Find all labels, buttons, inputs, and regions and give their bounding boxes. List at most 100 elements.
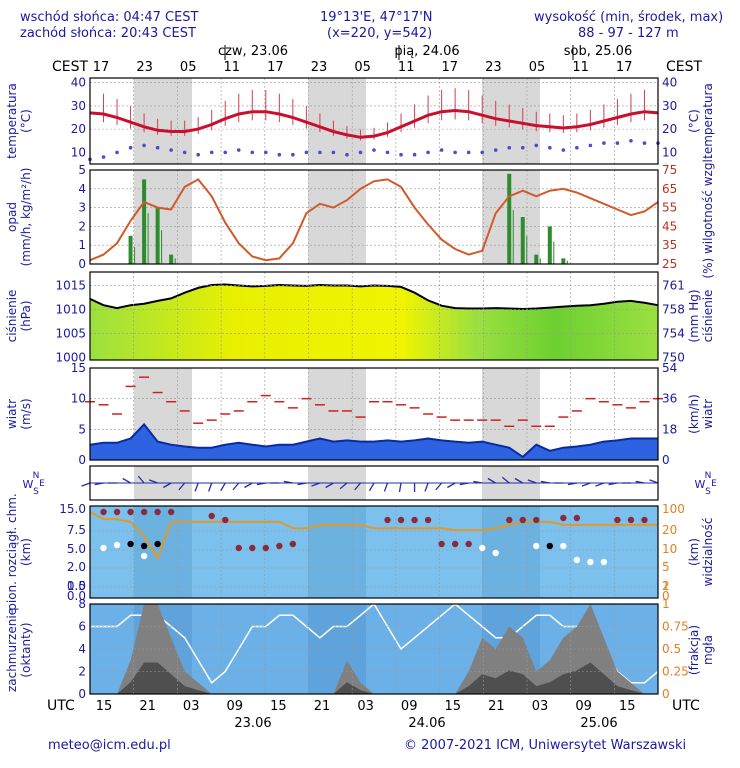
- y-tick-label: 18: [662, 422, 677, 436]
- fog-axis-label: mgła: [701, 635, 715, 665]
- cest-tick-label: 17: [267, 60, 284, 75]
- wind-direction-arrow: [311, 482, 321, 487]
- day-label: sob, 25.06: [564, 44, 632, 59]
- dewpoint-point: [399, 152, 403, 157]
- cloud-layer-point: [411, 516, 418, 524]
- pressure-axis-label: ciśnienie: [5, 290, 19, 343]
- pressure-axis-label-right: ciśnienie: [701, 290, 715, 343]
- night-band: [308, 78, 366, 164]
- wind-direction-arrow: [325, 482, 334, 489]
- bottom-date-label: 24.06: [408, 716, 445, 731]
- precipitation-bar: [507, 173, 512, 264]
- wind-direction-arrow: [94, 482, 104, 486]
- cest-tick-label: 05: [354, 60, 371, 75]
- wind-direction-arrow: [649, 479, 659, 484]
- precipitation-bar: [561, 258, 566, 264]
- dewpoint-point: [575, 145, 579, 150]
- cest-tick-label: 11: [224, 60, 241, 75]
- compass-e: E: [39, 479, 45, 489]
- wind-direction-arrow: [220, 482, 226, 492]
- dewpoint-point: [520, 145, 525, 150]
- utc-tick-label: 15: [96, 699, 113, 714]
- utc-tick-label: 15: [619, 699, 636, 714]
- y-tick-label: 1015: [55, 278, 86, 292]
- dewpoint-point: [602, 141, 606, 145]
- cloud-layer-point: [140, 552, 148, 560]
- fog-tick-label: 0.25: [662, 665, 689, 679]
- cloud-layer-point: [113, 508, 121, 516]
- dewpoint-point: [561, 148, 566, 152]
- cloud-layer-point: [641, 516, 648, 524]
- cloud-layer-point: [276, 542, 283, 550]
- dewpoint-point: [480, 150, 484, 155]
- dewpoint-point: [439, 148, 444, 152]
- dewpoint-point: [615, 141, 620, 145]
- y-tick-label: 2: [78, 219, 86, 233]
- cloud-layer-point: [587, 558, 594, 566]
- cloud-layer-point: [127, 508, 134, 516]
- cloud-layer-point: [519, 516, 526, 524]
- dewpoint-point: [372, 148, 376, 152]
- humidity-tick-label: 65: [662, 182, 677, 196]
- wind-speed-line: [89, 422, 658, 459]
- wind-axis-unit-right: (km/h): [687, 394, 701, 434]
- y-tick-label: 2: [78, 665, 86, 679]
- wind-direction-arrow: [567, 482, 577, 486]
- y-tick-label: 754: [662, 327, 685, 341]
- precipitation-bar: [520, 217, 525, 264]
- dewpoint-point: [291, 152, 295, 157]
- visibility-axis-label: widzialność: [701, 518, 715, 587]
- visibility-tick-label: 5: [662, 560, 670, 574]
- y-tick-label: 5.0: [67, 542, 86, 556]
- cloud-layer-point: [235, 544, 242, 552]
- wind-direction-arrow: [608, 482, 618, 486]
- y-tick-label: 761: [662, 278, 685, 292]
- wind-direction-arrow: [635, 480, 645, 484]
- y-tick-label: 7.5: [67, 523, 86, 537]
- elevation-label: wysokość (min, środek, max): [534, 10, 724, 25]
- y-tick-label: 2.0: [67, 560, 86, 574]
- utc-tick-label: 21: [488, 699, 505, 714]
- dewpoint-point: [507, 145, 512, 150]
- panel-border: [89, 271, 659, 361]
- dewpoint-point: [548, 145, 552, 150]
- y-tick-label: 30: [662, 99, 677, 113]
- cloud-layer-point: [397, 516, 405, 524]
- cloud-layer-point: [573, 556, 581, 564]
- dewpoint-point: [588, 143, 593, 148]
- precipitation-bar: [169, 254, 174, 264]
- visibility-tick-label: 0: [662, 589, 670, 603]
- y-tick-label: 20: [662, 122, 677, 136]
- wind-direction-arrow: [283, 480, 293, 484]
- cloud-top-line: [89, 511, 658, 561]
- utc-tick-label: 09: [227, 699, 244, 714]
- grid-point-text: (x=220, y=542): [327, 26, 433, 41]
- precipitation-bar: [142, 179, 147, 264]
- contact-email[interactable]: meteo@icm.edu.pl: [48, 738, 171, 753]
- panel-border: [89, 603, 659, 695]
- wind-direction-arrow: [398, 482, 402, 492]
- cloud-layer-point: [140, 508, 148, 516]
- sunrise-text: wschód słońca: 04:47 CEST: [20, 10, 199, 25]
- cloud-layer-point: [573, 514, 581, 522]
- precipitation-bar: [155, 207, 160, 264]
- dewpoint-point: [385, 150, 390, 155]
- cloud-layer-point: [465, 540, 472, 548]
- cloud-layer-point: [627, 516, 635, 524]
- humidity-tick-label: 75: [662, 163, 677, 177]
- humidity-tick-label: 45: [662, 219, 677, 233]
- dewpoint-point: [142, 143, 146, 148]
- cloud-layer-point: [533, 516, 540, 524]
- dewpoint-point: [277, 152, 282, 157]
- cloud-layer-point: [140, 542, 148, 550]
- cloud-layer-point: [222, 516, 229, 524]
- cloud-layer-point: [208, 512, 215, 520]
- humidity-tick-label: 25: [662, 257, 677, 271]
- y-tick-label: 0.0: [67, 589, 86, 603]
- fog-axis-unit: (frakcja): [687, 625, 701, 675]
- cest-label-left: CEST: [52, 59, 89, 75]
- dewpoint-point: [155, 145, 160, 150]
- panel-border: [89, 77, 659, 165]
- dewpoint-point: [196, 152, 200, 157]
